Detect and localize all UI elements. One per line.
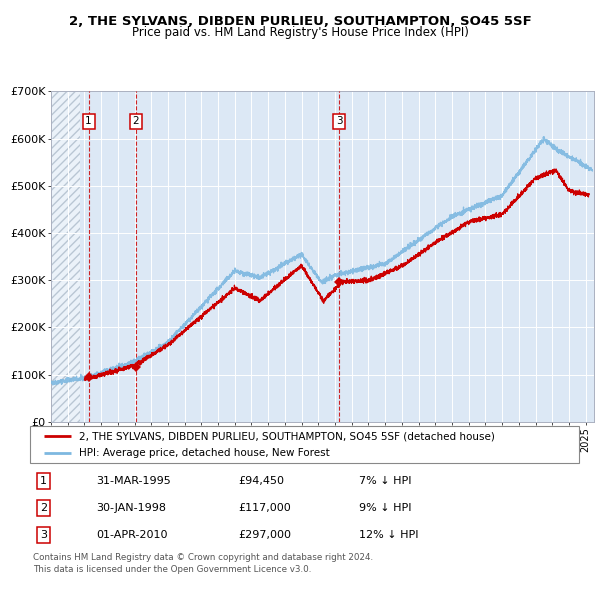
Text: HPI: Average price, detached house, New Forest: HPI: Average price, detached house, New …: [79, 448, 330, 458]
Text: 9% ↓ HPI: 9% ↓ HPI: [359, 503, 412, 513]
Text: Price paid vs. HM Land Registry's House Price Index (HPI): Price paid vs. HM Land Registry's House …: [131, 26, 469, 39]
Text: £94,450: £94,450: [239, 476, 284, 486]
Text: 3: 3: [336, 116, 343, 126]
FancyBboxPatch shape: [30, 426, 579, 463]
Text: 1: 1: [40, 476, 47, 486]
Text: £117,000: £117,000: [239, 503, 292, 513]
Text: 1: 1: [85, 116, 92, 126]
Bar: [51, 91, 80, 422]
Text: £297,000: £297,000: [239, 530, 292, 540]
Text: 01-APR-2010: 01-APR-2010: [96, 530, 167, 540]
Text: 12% ↓ HPI: 12% ↓ HPI: [359, 530, 419, 540]
Text: 2: 2: [133, 116, 139, 126]
Text: 7% ↓ HPI: 7% ↓ HPI: [359, 476, 412, 486]
Bar: [51, 91, 80, 422]
Text: 2, THE SYLVANS, DIBDEN PURLIEU, SOUTHAMPTON, SO45 5SF (detached house): 2, THE SYLVANS, DIBDEN PURLIEU, SOUTHAMP…: [79, 431, 495, 441]
Text: Contains HM Land Registry data © Crown copyright and database right 2024.
This d: Contains HM Land Registry data © Crown c…: [33, 553, 373, 573]
Text: 2: 2: [40, 503, 47, 513]
Text: 2, THE SYLVANS, DIBDEN PURLIEU, SOUTHAMPTON, SO45 5SF: 2, THE SYLVANS, DIBDEN PURLIEU, SOUTHAMP…: [68, 15, 532, 28]
Text: 31-MAR-1995: 31-MAR-1995: [96, 476, 170, 486]
Text: 30-JAN-1998: 30-JAN-1998: [96, 503, 166, 513]
Text: 3: 3: [40, 530, 47, 540]
